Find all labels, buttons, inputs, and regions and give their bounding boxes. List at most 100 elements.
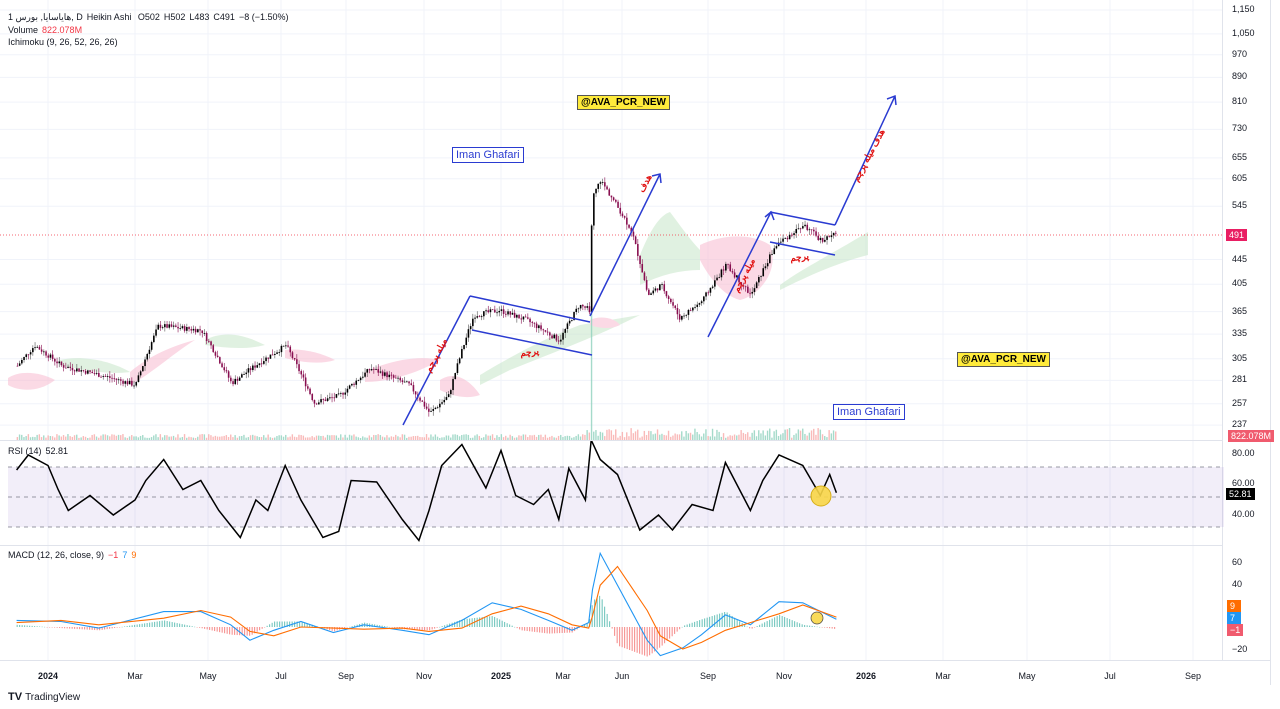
candle (225, 370, 228, 372)
volume-bar (128, 436, 131, 440)
candle (346, 388, 349, 393)
candle (685, 314, 688, 316)
candle (527, 317, 529, 319)
macd-hist-bar (279, 621, 281, 627)
candle (366, 369, 369, 373)
macd-hist-bar (246, 627, 248, 636)
arrow-head-icon (886, 94, 897, 106)
candle (650, 293, 652, 295)
macd-hist-bar (641, 627, 643, 655)
macd-hist-bar (756, 626, 758, 627)
candle (21, 359, 23, 364)
volume-bar (344, 434, 346, 440)
candle (463, 344, 465, 350)
ichimoku-legend[interactable]: Ichimoku (9, 26, 52, 26, 26) (8, 37, 122, 47)
macd-hist-bar (706, 617, 708, 627)
volume-bar (179, 437, 181, 440)
highlight-circle (810, 485, 832, 507)
volume-bar (329, 435, 331, 440)
macd-signal-value: 9 (131, 550, 137, 560)
macd-hist-bar (429, 627, 431, 631)
candle (91, 371, 94, 374)
candle (267, 357, 270, 359)
macd-hist-bar (269, 624, 271, 627)
volume-bar (18, 434, 21, 440)
volume-bar (82, 436, 85, 440)
volume-bar (654, 433, 657, 440)
candle (25, 354, 28, 358)
macd-hist-bar (41, 626, 43, 628)
volume-bar (720, 436, 723, 440)
candle (740, 282, 743, 286)
macd-hist-bar (736, 619, 738, 627)
candle (604, 182, 606, 187)
macd-hist-bar (594, 599, 596, 627)
macd-hist-bar (386, 626, 388, 628)
volume-bar (421, 437, 423, 440)
candle (146, 353, 149, 360)
candle (566, 323, 569, 330)
candle (817, 235, 820, 241)
volume-bar (351, 435, 353, 440)
symbol-name[interactable]: 1 هایاسایا, بورس, D (8, 12, 83, 22)
macd-hist-bar (186, 625, 188, 627)
volume-bar (388, 437, 390, 440)
candle (300, 371, 303, 375)
candle (573, 312, 575, 321)
volume-bar (298, 434, 300, 440)
macd-hist-bar (564, 627, 566, 633)
candle (588, 306, 591, 313)
volume-bar (170, 436, 173, 440)
macd-hist-bar (806, 625, 808, 627)
candle (139, 371, 142, 376)
volume-bar (78, 437, 80, 440)
macd-hist-bar (231, 627, 233, 635)
macd-hist-bar (211, 627, 213, 631)
candle (362, 376, 364, 378)
time-tick: Mar (127, 671, 143, 681)
price-tick: 335 (1232, 328, 1248, 339)
volume-bar (282, 436, 285, 440)
volume-bar (564, 436, 566, 440)
volume-bar (538, 434, 540, 440)
candle (458, 358, 461, 364)
macd-hist-bar (139, 624, 141, 627)
macd-hist-bar (679, 627, 681, 630)
candle (410, 383, 413, 386)
rsi-legend[interactable]: RSI (14) 52.81 (8, 446, 72, 456)
volume-bar (296, 437, 298, 440)
time-tick: Sep (1184, 671, 1202, 681)
macd-hist-bar (751, 627, 753, 629)
volume-bar (375, 435, 377, 440)
candle (201, 330, 204, 333)
macd-legend[interactable]: MACD (12, 26, close, 9) −1 7 9 (8, 550, 140, 560)
volume-bar (689, 432, 692, 440)
volume-bar (758, 430, 760, 440)
volume-bar (227, 436, 230, 440)
macd-hist-bar (466, 618, 468, 627)
macd-hist-bar (74, 627, 76, 629)
volume-bar (381, 436, 384, 440)
candle (54, 358, 56, 362)
price-tick: 810 (1232, 96, 1248, 107)
macd-hist-bar (589, 618, 591, 627)
macd-hist-bar (784, 617, 786, 627)
volume-bar (507, 437, 509, 440)
macd-hist-bar (479, 617, 481, 627)
candle (786, 237, 789, 240)
volume-bar (249, 435, 252, 440)
candle (278, 352, 281, 353)
volume-bar (102, 434, 104, 440)
candle (564, 329, 567, 333)
volume-bar (700, 436, 703, 440)
tradingview-logo[interactable]: TV TradingView (8, 691, 80, 703)
volume-bar (309, 437, 311, 440)
candle (124, 381, 127, 384)
candle (494, 309, 496, 313)
volume-bar (557, 435, 560, 440)
candle (773, 248, 776, 255)
candle (51, 354, 54, 359)
macd-hist-bar (156, 621, 158, 627)
volume-bar (692, 434, 694, 440)
